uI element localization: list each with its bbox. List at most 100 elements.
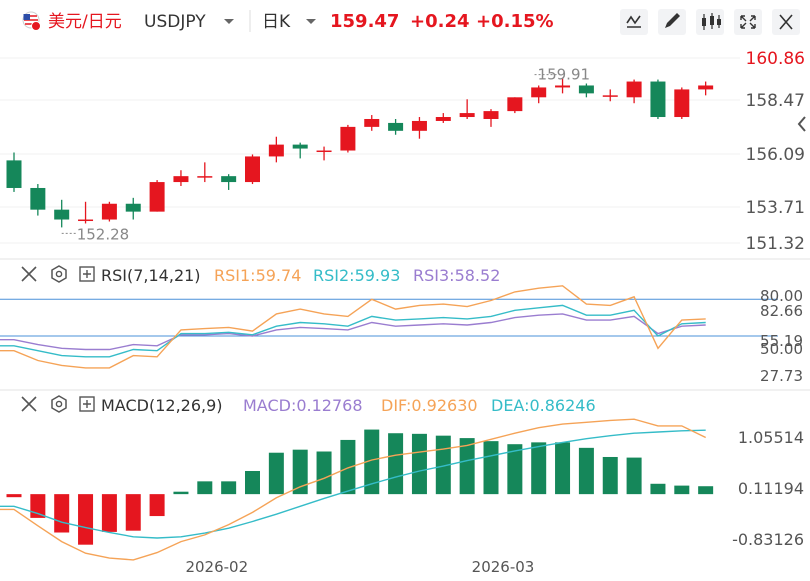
candle	[268, 136, 284, 163]
price-tick-label: 158.47	[746, 91, 805, 111]
candle	[674, 87, 690, 119]
candle-body	[221, 176, 237, 183]
candle	[149, 180, 165, 212]
macd-bar	[411, 433, 427, 495]
macd-tick-label: 0.11194	[738, 479, 804, 498]
close-icon[interactable]	[21, 266, 37, 282]
plus-box-icon[interactable]	[79, 396, 95, 412]
indicator-icon[interactable]	[620, 9, 648, 35]
candle	[78, 201, 94, 224]
candle	[173, 170, 189, 187]
candle-body	[698, 85, 714, 90]
candle-body	[435, 117, 451, 121]
candle	[626, 79, 642, 104]
dif-value: DIF:0.92630	[381, 396, 478, 415]
macd-title: MACD(12,26,9)	[101, 396, 223, 415]
candle-body	[555, 85, 571, 88]
macd-bar	[555, 442, 571, 495]
x-tick-label: 2026-02	[185, 558, 248, 576]
macd-bar	[101, 494, 117, 532]
macd-bar	[364, 429, 380, 495]
rsi3-line	[0, 313, 706, 351]
chevron-down-icon[interactable]	[306, 19, 316, 24]
candle	[483, 109, 499, 127]
rsi-tick-label: 50.00	[760, 340, 803, 358]
macd-bar	[268, 452, 284, 495]
price-tick-label: 153.71	[746, 198, 805, 218]
price-panel[interactable]: 160.86 158.47 156.09 153.71 151.32 159.91 15…	[0, 49, 806, 254]
candle	[197, 162, 213, 183]
settings-icon[interactable]	[51, 395, 67, 413]
max-price-label: 159.91	[538, 66, 591, 84]
candle-body	[650, 81, 666, 118]
candle-body	[54, 209, 70, 220]
close-icon[interactable]	[772, 9, 800, 35]
dif-line	[0, 418, 707, 561]
macd-bar	[245, 470, 260, 495]
candle-body	[316, 150, 332, 153]
candle	[698, 81, 714, 96]
chevron-left-icon[interactable]	[797, 116, 806, 132]
price-axis: 160.86 158.47 156.09 153.71 151.32	[746, 49, 805, 254]
draw-icon[interactable]	[658, 9, 686, 35]
rsi-panel[interactable]: RSI(7,14,21) RSI1:59.74 RSI2:59.93 RSI3:…	[0, 258, 810, 385]
plus-box-icon[interactable]	[79, 266, 95, 282]
rsi-tick-label: 80.00	[760, 287, 803, 305]
candle	[340, 124, 356, 153]
macd-bar	[221, 481, 237, 495]
macd-tick-label: 1.05514	[738, 428, 804, 447]
candle	[364, 115, 380, 131]
candle-body	[674, 89, 690, 118]
fullscreen-icon[interactable]	[734, 9, 762, 35]
x-tick-label: 2026-03	[472, 558, 535, 576]
macd-bar	[78, 494, 94, 545]
symbol-name-cn: 美元/日元	[48, 12, 122, 32]
candle-body	[507, 97, 523, 112]
macd-bar	[626, 457, 642, 495]
candle	[531, 85, 547, 104]
candle	[388, 118, 404, 135]
candle	[459, 99, 475, 119]
macd-bar	[531, 442, 547, 495]
price-tick-label: 160.86	[746, 49, 805, 69]
rsi2-line	[0, 304, 706, 358]
candle-body	[30, 187, 46, 210]
candle-body	[411, 120, 427, 131]
rsi-title: RSI(7,14,21)	[101, 266, 201, 285]
period-selector[interactable]: 日K	[262, 12, 291, 32]
candle-body	[388, 122, 404, 131]
symbol-code: USDJPY	[144, 12, 206, 32]
close-icon[interactable]	[21, 396, 37, 412]
last-price: 159.47	[330, 11, 399, 32]
macd-panel[interactable]: MACD(12,26,9) MACD:0.12768 DIF:0.92630 D…	[0, 389, 810, 561]
macd-plot: 1.05514 0.11194 -0.83126	[0, 418, 804, 561]
candle	[101, 201, 117, 222]
rsi-tick-label: 27.73	[760, 367, 803, 385]
price-grid	[0, 57, 740, 244]
chevron-down-icon[interactable]	[224, 19, 234, 24]
candle	[411, 117, 427, 139]
price-change-pct: +0.15%	[476, 11, 554, 32]
candle-body	[245, 156, 260, 183]
macd-bar	[650, 483, 666, 495]
candle	[602, 89, 618, 102]
candle-body	[292, 144, 308, 149]
candle-body	[531, 87, 547, 98]
macd-tick-label: -0.83126	[732, 530, 804, 549]
macd-bar	[388, 433, 404, 495]
candle-body	[626, 81, 642, 98]
settings-icon[interactable]	[51, 265, 67, 283]
macd-value: MACD:0.12768	[243, 396, 363, 415]
min-price-label: 152.28	[77, 225, 130, 243]
candle-type-icon[interactable]	[696, 9, 724, 35]
rsi-tick-label: 82.66	[760, 302, 803, 320]
candle	[245, 154, 260, 185]
candle-body	[197, 176, 213, 178]
candle	[507, 97, 523, 114]
rsi1-line	[0, 285, 706, 369]
macd-bar	[54, 494, 70, 533]
candle	[578, 83, 594, 98]
candle-body	[173, 176, 189, 183]
macd-bar	[459, 438, 475, 495]
